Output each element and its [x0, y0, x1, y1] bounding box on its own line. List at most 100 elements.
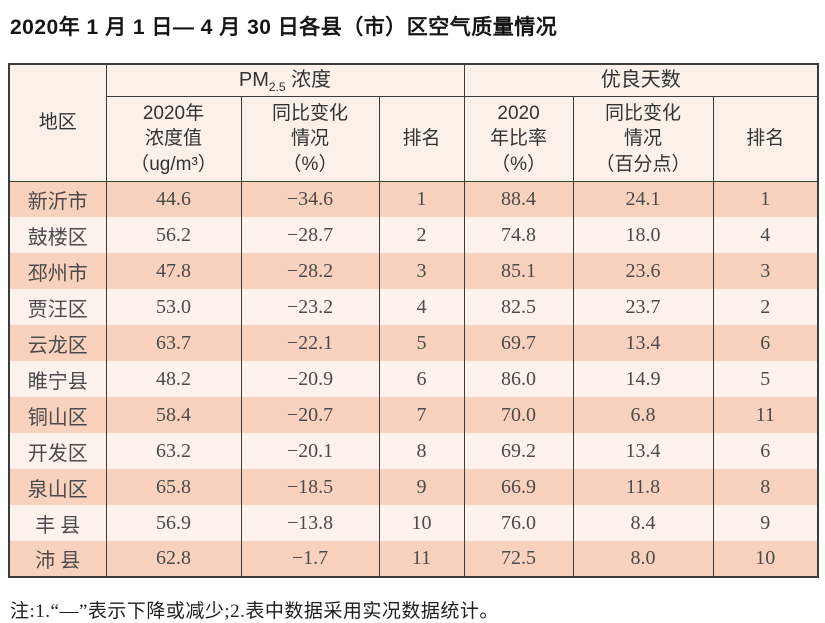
- table-header-sub-row: 2020年 浓度值 （ug/m³） 同比变化 情况 （%） 排名 2020 年比…: [9, 95, 819, 182]
- air-quality-table: 地区 PM2.5 浓度 优良天数 2020年 浓度值 （ug/m³） 同比变化 …: [8, 63, 820, 579]
- pm-value-cell: 47.8: [105, 253, 242, 290]
- region-cell: 鼓楼区: [8, 217, 107, 254]
- good-rank-cell: 2: [712, 289, 819, 326]
- good-change-cell: 18.0: [572, 217, 714, 254]
- pm-change-cell: −28.2: [240, 253, 380, 290]
- good-change-cell: 13.4: [572, 433, 714, 470]
- table-row: 沛 县 62.8 −1.7 11 72.5 8.0 10: [8, 541, 819, 578]
- pm-change-cell: −1.7: [240, 541, 380, 578]
- region-cell: 泉山区: [8, 469, 107, 506]
- region-cell: 邳州市: [8, 253, 107, 290]
- region-cell: 铜山区: [8, 397, 107, 434]
- pm-change-cell: −20.9: [240, 361, 380, 398]
- table-row: 丰 县 56.9 −13.8 10 76.0 8.4 9: [8, 505, 819, 542]
- col-group-good-days: 优良天数: [463, 63, 819, 97]
- good-rate-cell: 88.4: [463, 181, 574, 218]
- col-header-good-rank: 排名: [712, 95, 819, 182]
- good-rate-cell: 82.5: [463, 289, 574, 326]
- good-rank-cell: 9: [712, 505, 819, 542]
- table-header: 地区 PM2.5 浓度 优良天数 2020年 浓度值 （ug/m³） 同比变化 …: [8, 63, 819, 182]
- pm-rank-cell: 5: [378, 325, 465, 362]
- good-rate-cell: 69.2: [463, 433, 574, 470]
- pm-rank-cell: 2: [378, 217, 465, 254]
- col-group-pm25: PM2.5 浓度: [105, 63, 465, 97]
- table-body: 新沂市 44.6 −34.6 1 88.4 24.1 1 鼓楼区 56.2 −2…: [8, 181, 819, 578]
- region-cell: 睢宁县: [8, 361, 107, 398]
- good-rate-cell: 85.1: [463, 253, 574, 290]
- table-row: 云龙区 63.7 −22.1 5 69.7 13.4 6: [8, 325, 819, 362]
- good-rank-cell: 5: [712, 361, 819, 398]
- good-rate-cell: 69.7: [463, 325, 574, 362]
- pm-rank-cell: 3: [378, 253, 465, 290]
- good-change-cell: 8.0: [572, 541, 714, 578]
- col-header-region: 地区: [8, 63, 107, 182]
- good-rate-cell: 86.0: [463, 361, 574, 398]
- good-rank-cell: 6: [712, 433, 819, 470]
- region-cell: 贾汪区: [8, 289, 107, 326]
- good-rate-cell: 72.5: [463, 541, 574, 578]
- region-cell: 云龙区: [8, 325, 107, 362]
- pm25-label-prefix: PM: [238, 69, 269, 92]
- good-rate-cell: 70.0: [463, 397, 574, 434]
- pm-change-cell: −23.2: [240, 289, 380, 326]
- col-header-pm-value: 2020年 浓度值 （ug/m³）: [105, 95, 242, 182]
- pm-change-cell: −34.6: [240, 181, 380, 218]
- region-cell: 新沂市: [8, 181, 107, 218]
- pm-value-cell: 58.4: [105, 397, 242, 434]
- footnote: 注:1.“—”表示下降或减少;2.表中数据采用实况数据统计。: [10, 601, 499, 623]
- table-header-group-row: 地区 PM2.5 浓度 优良天数: [8, 63, 819, 182]
- pm-value-cell: 63.7: [105, 325, 242, 362]
- table-row: 铜山区 58.4 −20.7 7 70.0 6.8 11: [8, 397, 819, 434]
- pm-value-cell: 65.8: [105, 469, 242, 506]
- good-change-cell: 8.4: [572, 505, 714, 542]
- region-cell: 丰 县: [8, 505, 107, 542]
- pm-value-cell: 56.9: [105, 505, 242, 542]
- good-rank-cell: 4: [712, 217, 819, 254]
- good-rank-cell: 11: [712, 397, 819, 434]
- table-row: 邳州市 47.8 −28.2 3 85.1 23.6 3: [8, 253, 819, 290]
- good-change-cell: 6.8: [572, 397, 714, 434]
- table-row: 贾汪区 53.0 −23.2 4 82.5 23.7 2: [8, 289, 819, 326]
- good-rank-cell: 1: [712, 181, 819, 218]
- pm-change-cell: −28.7: [240, 217, 380, 254]
- pm-value-cell: 44.6: [105, 181, 242, 218]
- pm-rank-cell: 1: [378, 181, 465, 218]
- page-title: 2020年 1 月 1 日— 4 月 30 日各县（市）区空气质量情况: [10, 16, 558, 39]
- good-change-cell: 24.1: [572, 181, 714, 218]
- pm-change-cell: −22.1: [240, 325, 380, 362]
- pm-rank-cell: 8: [378, 433, 465, 470]
- good-rate-cell: 74.8: [463, 217, 574, 254]
- pm-value-cell: 53.0: [105, 289, 242, 326]
- pm-value-cell: 62.8: [105, 541, 242, 578]
- table-row: 睢宁县 48.2 −20.9 6 86.0 14.9 5: [8, 361, 819, 398]
- good-rate-cell: 66.9: [463, 469, 574, 506]
- good-change-cell: 14.9: [572, 361, 714, 398]
- good-change-cell: 11.8: [572, 469, 714, 506]
- table-row: 泉山区 65.8 −18.5 9 66.9 11.8 8: [8, 469, 819, 506]
- pm-rank-cell: 7: [378, 397, 465, 434]
- col-header-pm-change: 同比变化 情况 （%）: [240, 95, 380, 182]
- pm-rank-cell: 4: [378, 289, 465, 326]
- good-rank-cell: 10: [712, 541, 819, 578]
- pm25-label-suffix: 浓度: [285, 69, 332, 92]
- good-rank-cell: 3: [712, 253, 819, 290]
- table-row: 鼓楼区 56.2 −28.7 2 74.8 18.0 4: [8, 217, 819, 254]
- pm-rank-cell: 11: [378, 541, 465, 578]
- table-row: 开发区 63.2 −20.1 8 69.2 13.4 6: [8, 433, 819, 470]
- pm-change-cell: −18.5: [240, 469, 380, 506]
- region-cell: 开发区: [8, 433, 107, 470]
- col-header-pm-rank: 排名: [378, 95, 465, 182]
- col-header-good-rate: 2020 年比率 （%）: [463, 95, 574, 182]
- good-change-cell: 13.4: [572, 325, 714, 362]
- pm-rank-cell: 10: [378, 505, 465, 542]
- table-row: 新沂市 44.6 −34.6 1 88.4 24.1 1: [8, 181, 819, 218]
- col-header-good-change: 同比变化 情况 （百分点）: [572, 95, 714, 182]
- good-rank-cell: 6: [712, 325, 819, 362]
- good-rank-cell: 8: [712, 469, 819, 506]
- pm-change-cell: −20.1: [240, 433, 380, 470]
- region-cell: 沛 县: [8, 541, 107, 578]
- pm-value-cell: 63.2: [105, 433, 242, 470]
- pm-rank-cell: 9: [378, 469, 465, 506]
- good-change-cell: 23.7: [572, 289, 714, 326]
